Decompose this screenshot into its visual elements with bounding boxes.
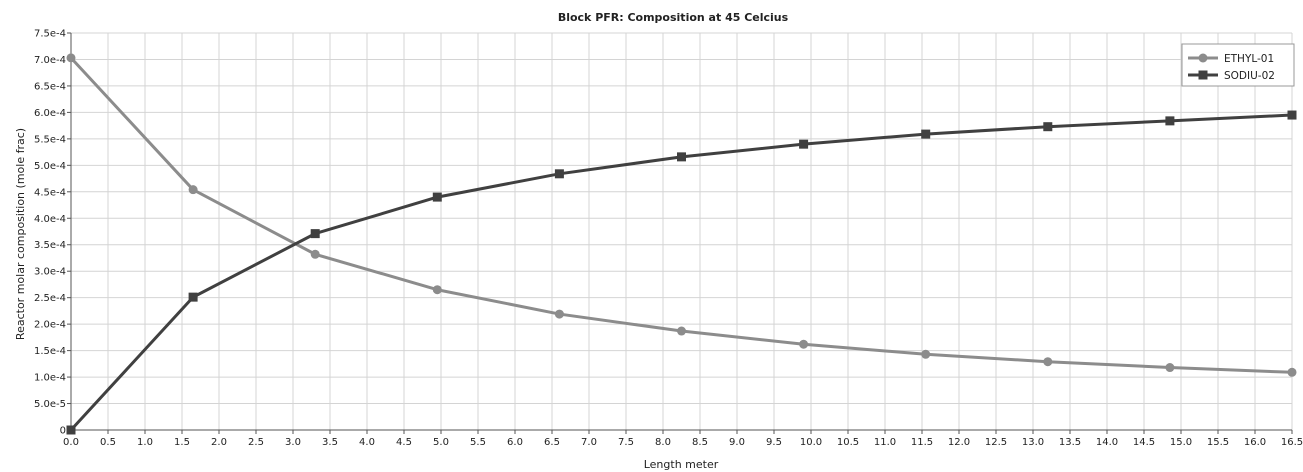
data-point-ethyl-01 (188, 185, 198, 195)
x-tick-label: 0.5 (100, 437, 116, 448)
x-tick-label: 6.0 (507, 437, 523, 448)
y-tick-label: 0 (60, 426, 66, 437)
data-point-ethyl-01 (921, 349, 931, 359)
x-tick-label: 0.0 (63, 437, 79, 448)
y-tick-label: 4.5e-4 (34, 187, 66, 198)
x-tick-label: 8.0 (655, 437, 671, 448)
data-point-ethyl-01 (1165, 363, 1175, 373)
y-tick-label: 2.0e-4 (34, 320, 66, 331)
data-point-sodiu-02 (1165, 116, 1175, 126)
y-tick-label: 2.5e-4 (34, 293, 66, 304)
x-tick-label: 15.5 (1207, 437, 1229, 448)
legend-label-sodiu-02: SODIU-02 (1224, 70, 1275, 82)
x-tick-label: 13.0 (1022, 437, 1044, 448)
data-point-sodiu-02 (921, 129, 931, 139)
x-tick-label: 4.0 (359, 437, 375, 448)
series-line-sodiu-02 (69, 113, 1293, 432)
grid (70, 32, 1293, 431)
data-point-ethyl-01 (554, 309, 564, 319)
data-point-ethyl-01 (432, 285, 442, 295)
x-tick-label: 1.0 (137, 437, 153, 448)
x-tick-label: 1.5 (174, 437, 190, 448)
x-tick-label: 5.0 (433, 437, 449, 448)
x-tick-label: 10.5 (837, 437, 859, 448)
x-tick-label: 8.5 (692, 437, 708, 448)
y-tick-label: 6.5e-4 (34, 81, 66, 92)
series-line-ethyl-01 (69, 56, 1293, 374)
x-tick-label: 12.5 (985, 437, 1007, 448)
x-tick-label: 6.5 (544, 437, 560, 448)
x-tick-labels: 0.0 0.5 1.0 1.5 2.0 2.5 3.0 3.5 4.0 4.5 5.0 5.5 6.0 6… (63, 437, 1303, 448)
y-tick-label: 6.0e-4 (34, 108, 66, 119)
x-tick-label: 2.5 (248, 437, 264, 448)
y-tick-label: 7.5e-4 (34, 29, 66, 40)
data-point-sodiu-02 (1043, 122, 1053, 132)
legend: ETHYL-01 SODIU-02 (1181, 43, 1295, 87)
chart-title: Block PFR: Composition at 45 Celcius (558, 11, 789, 24)
axes (67, 32, 1293, 434)
x-tick-label: 16.0 (1244, 437, 1266, 448)
data-point-sodiu-02 (554, 169, 564, 179)
data-point-ethyl-01 (1043, 357, 1053, 367)
data-point-ethyl-01 (310, 249, 320, 259)
x-tick-label: 11.5 (911, 437, 933, 448)
y-tick-label: 5.0e-4 (34, 161, 66, 172)
data-point-sodiu-02 (310, 229, 320, 239)
y-tick-label: 3.0e-4 (34, 267, 66, 278)
y-tick-label: 3.5e-4 (34, 240, 66, 251)
x-tick-label: 13.5 (1059, 437, 1081, 448)
data-point-ethyl-01 (1287, 367, 1297, 377)
x-tick-label: 7.5 (618, 437, 634, 448)
data-point-sodiu-02 (432, 192, 442, 202)
y-tick-labels: 0 5.0e-5 1.0e-4 1.5e-4 2.0e-4 2.5e-4 3.0e-4 3.5… (34, 29, 66, 437)
legend-marker-ethyl-01 (1198, 53, 1208, 63)
data-point-sodiu-02 (799, 139, 809, 149)
x-tick-label: 3.5 (322, 437, 338, 448)
data-point-ethyl-01 (677, 326, 686, 336)
y-tick-label: 1.5e-4 (34, 346, 66, 357)
x-tick-label: 4.5 (396, 437, 412, 448)
y-tick-label: 5.5e-4 (34, 134, 66, 145)
series-layer (66, 53, 1297, 435)
x-axis-label: Length meter (644, 458, 719, 471)
x-tick-label: 16.5 (1281, 437, 1303, 448)
x-tick-label: 11.0 (874, 437, 896, 448)
x-tick-label: 3.0 (285, 437, 301, 448)
legend-label-ethyl-01: ETHYL-01 (1224, 53, 1274, 65)
data-point-sodiu-02 (677, 152, 686, 162)
y-tick-label: 1.0e-4 (34, 373, 66, 384)
data-point-ethyl-01 (799, 339, 809, 349)
x-tick-label: 7.0 (581, 437, 597, 448)
x-tick-label: 14.0 (1096, 437, 1118, 448)
x-tick-label: 14.5 (1133, 437, 1155, 448)
data-point-sodiu-02 (188, 292, 198, 302)
x-tick-label: 9.0 (729, 437, 745, 448)
y-tick-label: 4.0e-4 (34, 214, 66, 225)
y-axis-label: Reactor molar composition (mole frac) (14, 128, 27, 340)
data-point-sodiu-02 (66, 425, 76, 435)
y-tick-label: 5.0e-5 (34, 399, 66, 410)
data-point-ethyl-01 (66, 53, 76, 63)
x-tick-label: 2.0 (211, 437, 227, 448)
legend-marker-sodiu-02 (1198, 70, 1208, 80)
x-tick-label: 9.5 (766, 437, 782, 448)
x-tick-label: 10.0 (800, 437, 822, 448)
x-tick-label: 12.0 (948, 437, 970, 448)
y-tick-label: 7.0e-4 (34, 55, 66, 66)
x-tick-label: 15.0 (1170, 437, 1192, 448)
x-tick-label: 5.5 (470, 437, 486, 448)
data-point-sodiu-02 (1287, 110, 1297, 120)
